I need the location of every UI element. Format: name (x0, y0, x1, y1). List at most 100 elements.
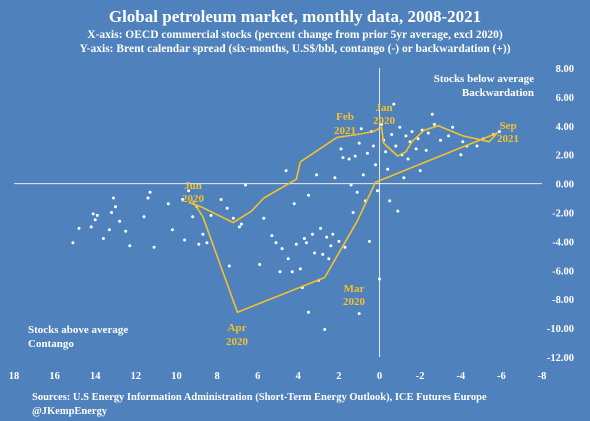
data-point (432, 122, 436, 126)
annotation-stocks-below-average: Stocks below average (434, 73, 534, 85)
data-point (304, 241, 308, 245)
data-point (349, 183, 353, 187)
y-tick-label: 8.00 (556, 64, 574, 75)
data-point (459, 153, 463, 157)
data-point (201, 232, 205, 236)
data-point (148, 190, 152, 194)
data-point (231, 216, 235, 220)
x-tick-label: 2 (336, 371, 341, 382)
y-tick-label: -12.00 (547, 353, 574, 364)
data-point (386, 167, 390, 171)
label-apr-2020-year: 2020 (226, 336, 249, 348)
chart-title: Global petroleum market, monthly data, 2… (109, 7, 481, 26)
data-point (315, 173, 319, 177)
x-tick-label: -6 (497, 371, 506, 382)
data-points (71, 102, 501, 331)
path-line (188, 125, 499, 314)
data-point (398, 125, 402, 129)
data-point (394, 144, 398, 148)
y-tick-label: 4.00 (556, 122, 574, 133)
y-tick-label: 0.00 (556, 180, 574, 191)
data-point (244, 183, 247, 187)
x-tick-label: 16 (49, 371, 60, 382)
data-point (384, 150, 388, 154)
data-point (181, 198, 185, 201)
data-point (128, 244, 132, 248)
data-point (388, 199, 392, 203)
data-point (371, 144, 375, 148)
data-point (343, 245, 347, 249)
data-point (225, 206, 229, 210)
data-point (278, 270, 282, 274)
data-point (124, 229, 128, 233)
data-point (333, 176, 337, 180)
label-mar-2020-year: 2020 (343, 296, 366, 308)
data-point (355, 190, 359, 194)
data-point (197, 242, 201, 246)
data-point (426, 131, 430, 135)
y-tick-label: -4.00 (552, 237, 574, 248)
data-point (298, 267, 302, 271)
data-point (390, 133, 394, 136)
data-point (270, 234, 274, 238)
data-point (284, 169, 288, 173)
data-point (227, 264, 231, 268)
data-point (424, 148, 428, 152)
data-point (461, 140, 465, 144)
data-point (71, 241, 75, 245)
data-point (376, 189, 379, 193)
data-point (337, 239, 341, 243)
x-tick-label: 0 (377, 371, 382, 382)
annotation-backwardation: Backwardation (462, 87, 534, 99)
label-apr-2020-month: Apr (228, 322, 247, 334)
data-point (475, 144, 479, 148)
data-point (497, 130, 501, 134)
x-tick-label: 18 (9, 371, 20, 382)
annotation-stocks-above-average: Stocks above average (28, 324, 128, 336)
x-tick-label: 10 (171, 371, 182, 382)
data-point (353, 154, 357, 158)
data-point (329, 244, 333, 248)
data-point (77, 226, 81, 230)
data-point (110, 211, 113, 214)
x-tick-label: -4 (456, 371, 465, 382)
label-mar-2020-month: Mar (344, 283, 365, 295)
label-feb-2021-year: 2021 (334, 125, 356, 137)
data-point (294, 242, 298, 246)
label-jun-2020-month: Jun (184, 180, 202, 192)
data-point (166, 202, 170, 206)
data-point (219, 198, 223, 201)
data-point (361, 173, 365, 177)
data-point (107, 228, 111, 232)
source-note: Sources: U.S Energy Information Administ… (32, 392, 487, 403)
data-point (418, 169, 422, 173)
data-point (274, 241, 278, 245)
data-point (292, 202, 296, 206)
data-point (357, 312, 361, 316)
data-point (237, 225, 241, 229)
data-point (152, 245, 156, 249)
data-point (380, 122, 384, 126)
label-sep-2021-year: 2021 (497, 133, 519, 145)
x-tick-label: 8 (214, 371, 219, 382)
data-point (367, 239, 371, 243)
data-point (414, 147, 418, 151)
x-tick-label: 4 (296, 371, 302, 382)
data-point (439, 138, 442, 142)
data-point (339, 147, 343, 151)
data-point (146, 196, 150, 200)
data-point (331, 232, 335, 236)
y-tick-label: 2.00 (556, 151, 574, 162)
label-sep-2021-month: Sep (499, 120, 516, 132)
data-point (118, 219, 122, 223)
data-point (323, 328, 327, 331)
data-point (101, 237, 105, 240)
data-point (447, 134, 451, 138)
data-point (404, 134, 408, 138)
data-point (365, 151, 369, 155)
data-point (191, 215, 195, 219)
x-tick-label: 12 (131, 371, 142, 382)
data-point (313, 251, 317, 255)
